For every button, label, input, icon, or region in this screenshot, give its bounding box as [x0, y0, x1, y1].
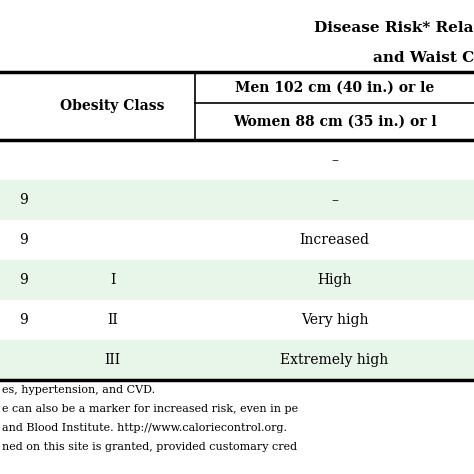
Text: Men 102 cm (40 in.) or le: Men 102 cm (40 in.) or le: [235, 81, 434, 94]
Bar: [0, 340, 474, 380]
Text: Women 88 cm (35 in.) or l: Women 88 cm (35 in.) or l: [233, 115, 436, 128]
Text: 9: 9: [19, 233, 28, 247]
Text: –: –: [331, 153, 338, 167]
Text: 9: 9: [19, 313, 28, 327]
Text: and Waist C: and Waist C: [373, 51, 474, 65]
Text: 9: 9: [19, 193, 28, 207]
Text: ned on this site is granted, provided customary cred: ned on this site is granted, provided cu…: [2, 442, 297, 452]
Text: III: III: [104, 353, 120, 367]
Text: Very high: Very high: [301, 313, 368, 327]
Text: and Blood Institute. http://www.caloriecontrol.org.: and Blood Institute. http://www.caloriec…: [2, 423, 287, 433]
Bar: [0, 72, 474, 140]
Bar: [0, 180, 474, 220]
Text: High: High: [317, 273, 352, 287]
Bar: [0, 140, 474, 180]
Text: e can also be a marker for increased risk, even in pe: e can also be a marker for increased ris…: [2, 404, 298, 414]
Bar: [0, 220, 474, 260]
Text: I: I: [110, 273, 115, 287]
Bar: [0, 260, 474, 300]
Text: Extremely high: Extremely high: [281, 353, 389, 367]
Text: es, hypertension, and CVD.: es, hypertension, and CVD.: [2, 385, 155, 395]
Text: Increased: Increased: [300, 233, 370, 247]
Text: 9: 9: [19, 273, 28, 287]
Text: Disease Risk* Rela: Disease Risk* Rela: [315, 21, 474, 35]
Text: Obesity Class: Obesity Class: [60, 99, 165, 113]
Text: II: II: [107, 313, 118, 327]
Bar: [0, 300, 474, 340]
Text: –: –: [331, 193, 338, 207]
